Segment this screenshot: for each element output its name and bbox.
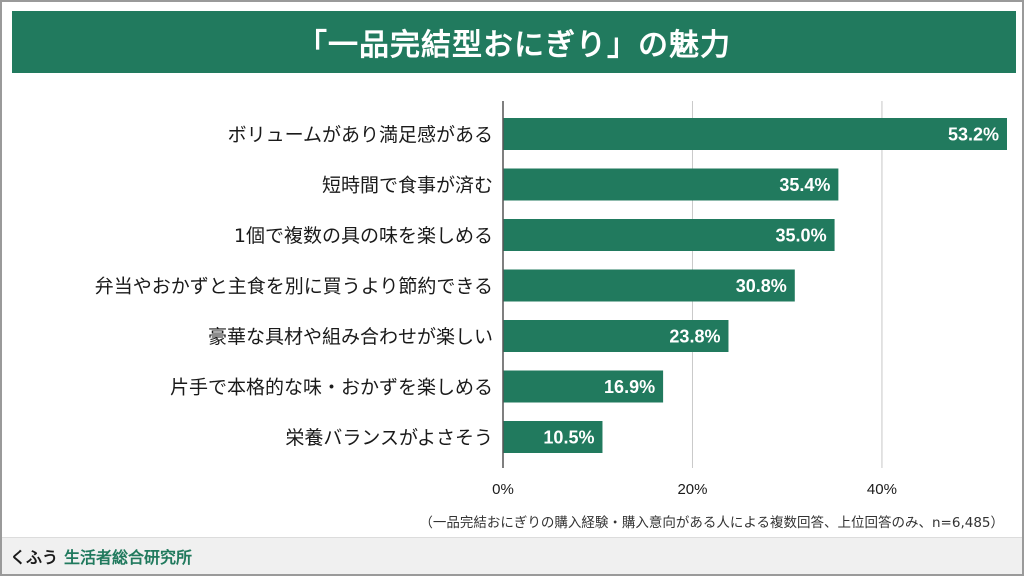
chart-title: 「一品完結型おにぎり」の魅力 xyxy=(297,28,731,63)
data-label: 10.5% xyxy=(543,428,594,448)
institute-name: 生活者総合研究所 xyxy=(64,548,193,567)
data-label: 16.9% xyxy=(604,377,655,397)
data-label: 53.2% xyxy=(948,125,999,145)
footer-bar: くふう 生活者総合研究所 xyxy=(2,537,1022,574)
x-tick-label: 20% xyxy=(677,481,707,498)
bar xyxy=(503,168,839,201)
bar-chart: 0% 20% 40% ボリュームがあり満足感がある 53.2% 短時間で食事が済む 35.4… xyxy=(95,101,1007,498)
category-label: 弁当やおかずと主食を別に買うより節約できる xyxy=(95,276,493,298)
bar xyxy=(503,219,835,251)
category-label: 栄養バランスがよさそう xyxy=(285,427,493,449)
bar xyxy=(503,320,729,352)
category-label: 豪華な具材や組み合わせが楽しい xyxy=(208,326,493,348)
data-label: 30.8% xyxy=(736,276,787,296)
data-label: 35.4% xyxy=(779,175,830,195)
category-label: 1個で複数の具の味を楽しめる xyxy=(234,225,493,247)
data-label: 35.0% xyxy=(776,226,827,246)
title-bar: 「一品完結型おにぎり」の魅力 xyxy=(12,11,1016,73)
footnote: （一品完結おにぎりの購入経験・購入意向がある人による複数回答、上位回答のみ、n=… xyxy=(419,515,1004,531)
bar xyxy=(503,370,664,403)
data-label: 23.8% xyxy=(669,327,720,347)
brand-logo: くふう xyxy=(10,548,59,567)
category-label: 短時間で食事が済む xyxy=(322,175,493,197)
x-tick-label: 40% xyxy=(867,481,897,498)
category-label: ボリュームがあり満足感がある xyxy=(228,124,493,146)
bar xyxy=(503,421,603,453)
bar xyxy=(503,269,795,302)
x-tick-label: 0% xyxy=(492,481,514,498)
category-label: 片手で本格的な味・おかずを楽しめる xyxy=(170,377,493,399)
bar xyxy=(503,118,1007,150)
